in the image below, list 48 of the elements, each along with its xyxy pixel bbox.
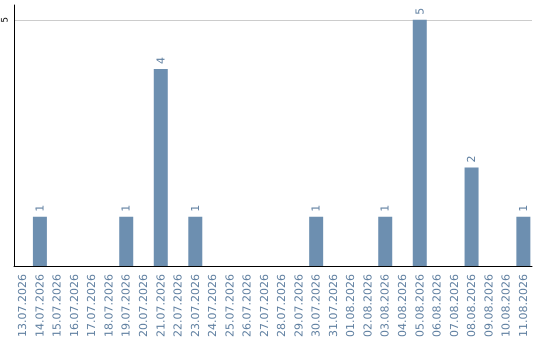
x-tick-label: 15.07.2026 xyxy=(50,274,64,338)
x-tick-label: 14.07.2026 xyxy=(33,274,46,338)
data-label: 2 xyxy=(465,156,478,163)
data-label: 1 xyxy=(120,204,133,212)
bar xyxy=(32,216,47,266)
data-label: 1 xyxy=(516,204,530,212)
x-tick-label: 05.08.2026 xyxy=(413,274,426,338)
x-tick-label: 24.07.2026 xyxy=(206,274,220,338)
data-label: 1 xyxy=(33,204,46,212)
x-tick-label: 02.08.2026 xyxy=(361,274,374,338)
data-label: 5 xyxy=(413,8,426,15)
bar xyxy=(154,69,168,266)
bar xyxy=(188,216,202,266)
x-tick-label: 06.08.2026 xyxy=(430,274,444,338)
x-tick-label: 18.07.2026 xyxy=(102,274,116,338)
x-tick-label: 29.07.2026 xyxy=(292,274,306,338)
bar xyxy=(309,216,324,266)
x-tick-label: 08.08.2026 xyxy=(465,274,478,338)
x-tick-label: 23.07.2026 xyxy=(188,274,202,338)
data-label: 4 xyxy=(154,57,168,64)
x-tick-label: 22.07.2026 xyxy=(172,274,185,338)
x-tick-label: 27.07.2026 xyxy=(258,274,271,338)
x-tick-label: 26.07.2026 xyxy=(240,274,254,338)
x-tick-label: 28.07.2026 xyxy=(275,274,288,338)
bar xyxy=(378,216,392,266)
bar xyxy=(412,20,427,266)
x-tick-label: 11.08.2026 xyxy=(516,274,530,338)
data-label: 1 xyxy=(188,204,202,212)
data-label: 1 xyxy=(378,204,392,212)
x-tick-label: 10.08.2026 xyxy=(500,274,513,338)
x-tick-label: 30.07.2026 xyxy=(310,274,323,338)
x-tick-label: 31.07.2026 xyxy=(326,274,340,338)
x-tick-label: 04.08.2026 xyxy=(396,274,409,338)
x-tick-label: 09.08.2026 xyxy=(482,274,496,338)
x-tick-label: 16.07.2026 xyxy=(68,274,81,338)
data-label: 1 xyxy=(310,204,323,212)
bar xyxy=(516,216,530,266)
x-tick-label: 13.07.2026 xyxy=(16,274,30,338)
x-tick-label: 03.08.2026 xyxy=(378,274,392,338)
x-tick-label: 17.07.2026 xyxy=(85,274,98,338)
x-tick-label: 07.08.2026 xyxy=(448,274,461,338)
x-tick-label: 21.07.2026 xyxy=(154,274,168,338)
x-tick-label: 25.07.2026 xyxy=(223,274,236,338)
x-tick-label: 20.07.2026 xyxy=(137,274,150,338)
bar xyxy=(119,216,134,266)
bar xyxy=(464,168,479,266)
x-tick-label: 19.07.2026 xyxy=(120,274,133,338)
x-tick-label: 01.08.2026 xyxy=(344,274,358,338)
